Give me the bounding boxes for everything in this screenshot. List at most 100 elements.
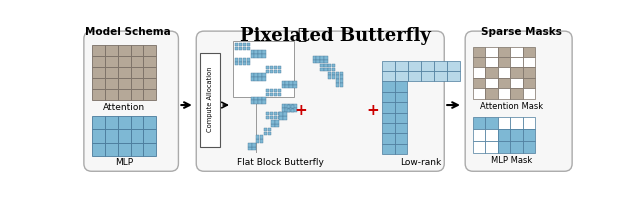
Bar bbox=[259, 50, 262, 54]
Bar bbox=[473, 141, 485, 153]
Bar bbox=[395, 92, 407, 102]
Text: 🦋: 🦋 bbox=[297, 27, 306, 42]
Bar bbox=[262, 73, 266, 77]
Bar bbox=[510, 88, 522, 99]
Bar bbox=[239, 58, 243, 62]
Bar bbox=[473, 67, 485, 78]
Bar bbox=[289, 108, 292, 111]
Bar bbox=[382, 71, 395, 81]
Bar bbox=[92, 129, 105, 142]
Bar bbox=[118, 116, 131, 129]
Bar bbox=[271, 124, 275, 127]
Bar bbox=[260, 135, 263, 139]
Bar bbox=[105, 129, 118, 142]
Bar bbox=[332, 64, 335, 67]
Bar bbox=[118, 129, 131, 142]
Bar bbox=[328, 75, 332, 79]
Text: Sparse Masks: Sparse Masks bbox=[481, 27, 562, 37]
Bar bbox=[395, 71, 408, 81]
Bar bbox=[382, 92, 395, 102]
Bar bbox=[266, 116, 269, 119]
Bar bbox=[239, 62, 243, 65]
Bar bbox=[92, 45, 105, 56]
Bar bbox=[382, 81, 395, 92]
Bar bbox=[395, 123, 407, 133]
Text: Attention: Attention bbox=[103, 103, 145, 112]
Bar bbox=[275, 120, 279, 124]
Text: Compute Allocation: Compute Allocation bbox=[207, 67, 213, 132]
Bar bbox=[320, 60, 324, 63]
Bar bbox=[92, 89, 105, 100]
Bar bbox=[274, 70, 277, 73]
Bar bbox=[408, 61, 421, 71]
Bar bbox=[243, 43, 246, 46]
Bar bbox=[285, 104, 289, 108]
Bar bbox=[243, 47, 246, 50]
Bar bbox=[278, 93, 281, 96]
Bar bbox=[336, 72, 339, 75]
Bar bbox=[312, 60, 316, 63]
Bar bbox=[320, 56, 324, 60]
Bar bbox=[92, 56, 105, 67]
Bar bbox=[254, 97, 258, 100]
Bar bbox=[287, 105, 291, 108]
Bar bbox=[250, 73, 254, 77]
Bar bbox=[105, 89, 118, 100]
Bar bbox=[266, 112, 269, 115]
Bar bbox=[447, 61, 460, 71]
Bar bbox=[522, 117, 535, 129]
Bar bbox=[235, 58, 239, 62]
Bar bbox=[105, 116, 118, 129]
Bar bbox=[498, 78, 510, 88]
Bar bbox=[246, 47, 250, 50]
Bar bbox=[250, 97, 254, 100]
Bar bbox=[259, 97, 262, 100]
Bar bbox=[279, 112, 283, 116]
Bar bbox=[131, 56, 143, 67]
Bar bbox=[498, 117, 510, 129]
Bar bbox=[131, 45, 143, 56]
Bar bbox=[92, 142, 105, 156]
Bar bbox=[287, 109, 291, 112]
Bar bbox=[264, 132, 267, 135]
Bar bbox=[260, 139, 263, 143]
Bar bbox=[143, 142, 156, 156]
Bar bbox=[324, 56, 328, 60]
Bar bbox=[522, 88, 535, 99]
Bar bbox=[143, 56, 156, 67]
Bar bbox=[262, 100, 266, 104]
Bar bbox=[266, 66, 269, 69]
Bar bbox=[434, 71, 447, 81]
Bar bbox=[421, 71, 434, 81]
Bar bbox=[510, 141, 522, 153]
Bar bbox=[248, 147, 252, 150]
Bar bbox=[522, 78, 535, 88]
Bar bbox=[143, 89, 156, 100]
Bar bbox=[250, 54, 254, 58]
Bar bbox=[421, 61, 434, 71]
Bar bbox=[447, 71, 460, 81]
Bar bbox=[382, 144, 395, 154]
Bar bbox=[291, 109, 294, 112]
Bar bbox=[485, 78, 498, 88]
Bar bbox=[246, 58, 250, 62]
Bar bbox=[131, 89, 143, 100]
Bar bbox=[473, 88, 485, 99]
Text: Model Schema: Model Schema bbox=[85, 27, 171, 37]
Text: Flat Block Butterfly: Flat Block Butterfly bbox=[237, 158, 323, 167]
Bar bbox=[320, 64, 324, 67]
Bar bbox=[485, 67, 498, 78]
Bar bbox=[259, 54, 262, 58]
Bar bbox=[243, 58, 246, 62]
Bar bbox=[143, 116, 156, 129]
Bar bbox=[332, 75, 335, 79]
Bar bbox=[105, 142, 118, 156]
Bar bbox=[268, 128, 271, 131]
Bar bbox=[285, 81, 289, 85]
Bar bbox=[243, 62, 246, 65]
Bar bbox=[293, 108, 296, 111]
Text: Low-rank: Low-rank bbox=[401, 158, 442, 167]
Bar bbox=[282, 108, 285, 111]
Bar bbox=[473, 78, 485, 88]
Bar bbox=[262, 50, 266, 54]
